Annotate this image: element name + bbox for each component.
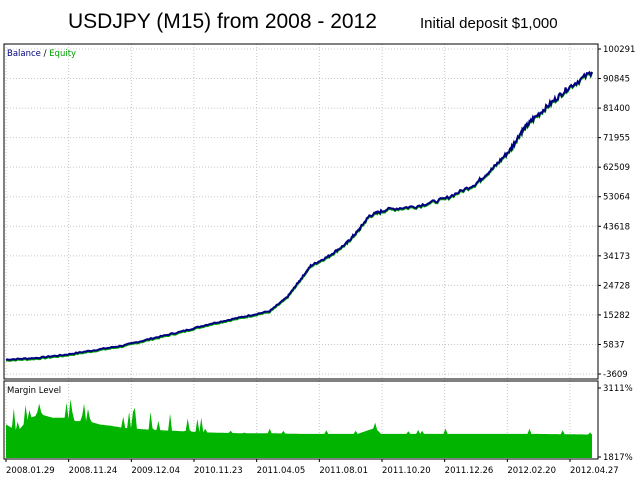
y-tick-label: 81400 — [603, 104, 630, 114]
x-tick-label: 2012.02.20 — [507, 466, 556, 476]
x-tick-label: 2010.11.23 — [194, 466, 243, 476]
margin-y-tick-label: 1817% — [603, 453, 633, 463]
legend-separator: / — [41, 49, 49, 59]
margin-panel-frame — [3, 380, 599, 460]
y-axis-margin: 3111% 1817% — [598, 384, 633, 463]
y-tick-label: 71955 — [603, 134, 630, 144]
chart-title: USDJPY (M15) from 2008 - 2012 — [68, 10, 377, 33]
y-tick-label: 34173 — [603, 252, 630, 262]
main-panel-frame — [3, 43, 599, 380]
x-tick-label: 2008.11.24 — [69, 466, 118, 476]
legend-balance: Balance — [7, 49, 41, 59]
y-tick-label: 62509 — [603, 163, 630, 173]
x-tick-label: 2009.12.04 — [131, 466, 180, 476]
margin-level-area — [6, 399, 592, 458]
legend-equity: Equity — [49, 49, 76, 59]
y-tick-label: 5837 — [603, 340, 625, 350]
chart-subtitle: Initial deposit $1,000 — [420, 15, 558, 32]
margin-y-tick-label: 3111% — [603, 384, 633, 394]
x-tick-label: 2011.08.01 — [319, 466, 368, 476]
balance-equity-panel: Balance / Equity 100291 90845 81400 71955 62… — [3, 43, 635, 380]
y-tick-label: 90845 — [603, 75, 630, 85]
y-axis-main: 100291 90845 81400 71955 62509 53064 43618 3417… — [598, 45, 635, 380]
x-tick-label: 2008.01.29 — [6, 466, 55, 476]
legend: Balance / Equity — [7, 49, 76, 59]
y-tick-label: -3609 — [603, 370, 628, 380]
margin-level-panel: Margin Level 3111% 1817% — [3, 380, 633, 463]
y-tick-label: 24728 — [603, 281, 630, 291]
x-tick-label: 2011.10.20 — [382, 466, 431, 476]
balance-line — [5, 70, 593, 361]
y-tick-label: 15282 — [603, 311, 630, 321]
x-axis: 2008.01.29 2008.11.24 2009.12.04 2010.11.23… — [5, 459, 619, 476]
y-tick-label: 53064 — [603, 193, 630, 203]
y-tick-label: 100291 — [603, 45, 635, 55]
x-tick-label: 2012.04.27 — [570, 466, 619, 476]
main-grid — [4, 44, 598, 379]
margin-grid — [5, 381, 571, 459]
x-tick-label: 2011.04.05 — [257, 466, 306, 476]
margin-level-label: Margin Level — [7, 386, 61, 396]
y-tick-label: 43618 — [603, 222, 630, 232]
x-tick-label: 2011.12.26 — [445, 466, 494, 476]
